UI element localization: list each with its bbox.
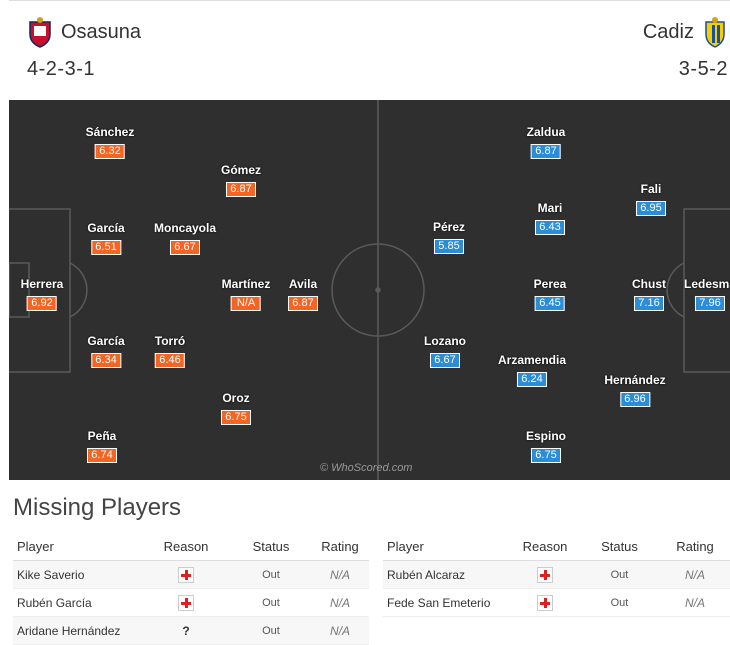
match-header: Osasuna 4-2-3-1 Cadiz 3-5-2 [9,0,730,96]
home-player-gomez[interactable]: Gómez 6.87 [220,163,262,197]
away-player-arzamendia[interactable]: Arzamendia 6.24 [497,353,567,387]
home-player-herrera[interactable]: Herrera 6.92 [20,277,64,311]
col-player: Player [383,532,511,561]
away-player-chust[interactable]: Chust 7.16 [632,277,666,311]
player-rating: 6.87 [288,296,318,311]
question-mark-icon: ? [182,623,190,638]
player-status: Out [231,588,311,617]
away-team-name[interactable]: Cadiz [642,20,694,43]
col-player: Player [13,532,141,561]
player-name[interactable]: Kike Saverio [13,560,141,589]
player-rating: 6.96 [619,392,650,407]
player-rating: 6.67 [169,240,200,255]
player-status: Out [579,560,660,589]
away-player-hernandez[interactable]: Hernández 6.96 [604,373,666,407]
player-status: Out [231,616,311,645]
away-player-perez[interactable]: Pérez 5.85 [432,220,466,254]
table-header: Player Reason Status Rating [383,532,730,561]
injury-icon [178,594,194,611]
player-rating: 6.95 [636,201,666,216]
home-player-moncayola[interactable]: Moncayola 6.67 [153,221,217,255]
injury-icon [537,594,553,611]
col-rating: Rating [660,532,730,561]
injury-icon [178,566,194,583]
away-missing-table: Player Reason Status Rating Rubén Alcara… [383,532,730,617]
player-status: Out [579,588,660,617]
away-player-mari[interactable]: Mari 6.43 [535,201,565,235]
col-reason: Reason [511,532,579,561]
injury-icon [537,566,553,583]
player-rating: 6.67 [430,353,460,368]
pitch-lines [9,100,730,480]
player-rating: N/A [311,616,369,645]
home-player-oroz[interactable]: Oroz 6.75 [221,391,251,425]
home-player-garcia-1[interactable]: García 6.51 [87,221,125,255]
player-rating: 6.87 [530,144,561,159]
player-rating: 6.32 [95,144,125,159]
player-name[interactable]: Rubén García [13,588,141,617]
player-rating: 7.96 [695,296,725,311]
home-player-sanchez[interactable]: Sánchez 6.32 [85,125,135,159]
player-name[interactable]: Aridane Hernández [13,616,141,645]
player-rating: 6.87 [225,182,256,197]
col-status: Status [231,532,311,561]
home-team: Osasuna 4-2-3-1 [27,16,141,81]
away-player-zaldua[interactable]: Zaldua 6.87 [526,125,566,159]
away-team: Cadiz 3-5-2 [643,16,728,81]
away-formation: 3-5-2 [678,58,728,80]
col-rating: Rating [311,532,369,561]
player-rating: 6.92 [26,296,57,311]
table-row: Fede San Emeterio Out N/A [383,588,730,617]
table-row: Aridane Hernández ? Out N/A [13,616,369,645]
whoscored-watermark: © WhoScored.com [320,462,413,474]
missing-players-title: Missing Players [13,494,182,521]
home-player-pena[interactable]: Peña 6.74 [87,429,117,463]
player-name[interactable]: Fede San Emeterio [383,588,511,617]
player-rating: 6.45 [534,296,565,311]
player-rating: 6.34 [90,353,121,368]
player-rating: 6.75 [221,410,251,425]
home-player-avila[interactable]: Avila 6.87 [288,277,318,311]
player-rating: 6.46 [154,353,185,368]
pitch: Herrera 6.92 Sánchez 6.32 García 6.51 Ga… [9,100,730,480]
player-rating: N/A [231,296,261,311]
player-rating: 5.85 [434,239,464,254]
player-rating: 7.16 [634,296,664,311]
col-reason: Reason [141,532,231,561]
table-header: Player Reason Status Rating [13,532,369,561]
player-rating: N/A [660,588,730,617]
home-team-name[interactable]: Osasuna [61,20,142,43]
home-player-torro[interactable]: Torró 6.46 [154,334,186,368]
home-player-garcia-2[interactable]: García 6.34 [87,334,125,368]
player-rating: 6.75 [530,448,561,463]
home-formation: 4-2-3-1 [27,58,95,80]
table-row: Rubén Alcaraz Out N/A [383,560,730,589]
table-row: Rubén García Out N/A [13,588,369,617]
player-rating: N/A [660,560,730,589]
table-row: Kike Saverio Out N/A [13,560,369,589]
away-player-lozano[interactable]: Lozano 6.67 [424,334,466,368]
col-status: Status [579,532,660,561]
player-status: Out [231,560,311,589]
player-rating: 6.24 [517,372,547,387]
home-missing-table: Player Reason Status Rating Kike Saverio… [13,532,369,645]
player-rating: 6.74 [87,448,117,463]
player-rating: 6.51 [90,240,121,255]
away-player-ledesma[interactable]: Ledesma 7.96 [683,277,730,311]
osasuna-crest-icon [29,17,51,48]
player-rating: N/A [311,588,369,617]
away-player-perea[interactable]: Perea 6.45 [533,277,567,311]
away-player-espino[interactable]: Espino 6.75 [525,429,567,463]
player-rating: 6.43 [535,220,565,235]
player-name[interactable]: Rubén Alcaraz [383,560,511,589]
home-player-martinez[interactable]: Martínez N/A [221,277,271,311]
away-player-fali[interactable]: Fali 6.95 [636,182,666,216]
player-rating: N/A [311,560,369,589]
cadiz-crest-icon [705,17,725,48]
